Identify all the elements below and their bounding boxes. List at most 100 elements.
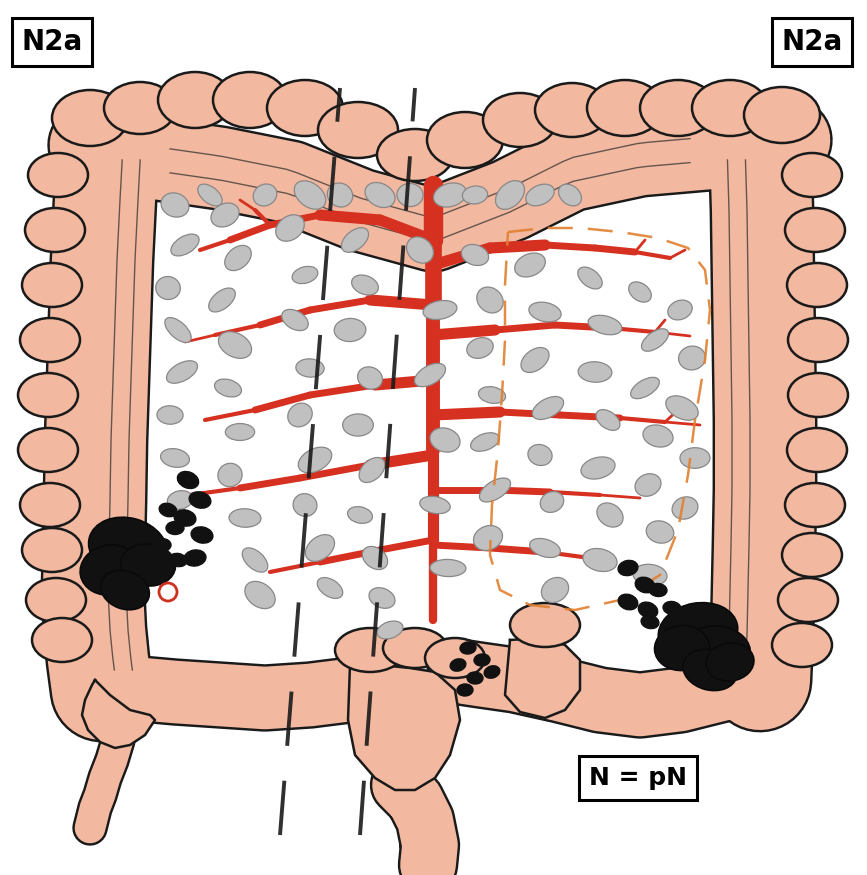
Ellipse shape [643, 425, 673, 447]
Ellipse shape [282, 310, 309, 331]
Ellipse shape [267, 80, 343, 136]
Ellipse shape [477, 287, 503, 313]
Text: N = pN: N = pN [589, 766, 687, 790]
Ellipse shape [630, 377, 660, 399]
Ellipse shape [618, 560, 638, 576]
Ellipse shape [692, 80, 768, 136]
Ellipse shape [460, 642, 476, 654]
Ellipse shape [342, 414, 374, 436]
Ellipse shape [318, 102, 398, 158]
Ellipse shape [496, 180, 525, 209]
Ellipse shape [510, 603, 580, 647]
Ellipse shape [293, 493, 317, 516]
Ellipse shape [430, 428, 460, 452]
Ellipse shape [18, 373, 78, 417]
Circle shape [159, 583, 177, 601]
Ellipse shape [213, 72, 287, 128]
Ellipse shape [397, 184, 423, 206]
Ellipse shape [191, 527, 213, 543]
Ellipse shape [101, 570, 149, 610]
Ellipse shape [296, 359, 324, 377]
Ellipse shape [672, 497, 698, 519]
Ellipse shape [785, 483, 845, 527]
Ellipse shape [52, 90, 128, 146]
Ellipse shape [461, 244, 489, 265]
Ellipse shape [88, 517, 167, 578]
Ellipse shape [666, 396, 698, 420]
Ellipse shape [668, 300, 692, 320]
Ellipse shape [788, 318, 848, 362]
Ellipse shape [352, 275, 378, 295]
Ellipse shape [635, 473, 661, 496]
Ellipse shape [618, 594, 638, 610]
Ellipse shape [214, 379, 242, 397]
Ellipse shape [683, 649, 737, 690]
Ellipse shape [158, 72, 232, 128]
Ellipse shape [515, 253, 545, 277]
Ellipse shape [153, 538, 171, 551]
Ellipse shape [679, 346, 706, 370]
Ellipse shape [686, 626, 750, 675]
Ellipse shape [577, 267, 603, 289]
Ellipse shape [244, 581, 275, 609]
Ellipse shape [479, 387, 505, 403]
Ellipse shape [377, 621, 403, 639]
Ellipse shape [174, 510, 196, 526]
Ellipse shape [633, 564, 667, 585]
Ellipse shape [787, 428, 847, 472]
Ellipse shape [211, 203, 239, 227]
Polygon shape [348, 665, 460, 790]
Ellipse shape [414, 363, 446, 387]
Ellipse shape [165, 318, 192, 342]
Ellipse shape [479, 478, 511, 502]
Ellipse shape [462, 186, 487, 204]
Ellipse shape [457, 684, 473, 696]
Ellipse shape [680, 448, 710, 468]
Ellipse shape [706, 643, 754, 681]
Ellipse shape [365, 183, 395, 207]
Ellipse shape [229, 508, 261, 528]
Ellipse shape [184, 550, 206, 566]
Ellipse shape [646, 521, 674, 543]
Ellipse shape [305, 535, 335, 562]
Ellipse shape [596, 503, 623, 527]
Ellipse shape [658, 603, 738, 662]
Ellipse shape [20, 318, 80, 362]
Ellipse shape [471, 433, 499, 452]
Ellipse shape [157, 406, 183, 424]
Ellipse shape [253, 184, 277, 206]
Ellipse shape [642, 329, 668, 351]
Ellipse shape [778, 578, 838, 622]
Ellipse shape [782, 533, 842, 577]
Ellipse shape [28, 153, 88, 197]
Ellipse shape [104, 82, 176, 134]
Ellipse shape [22, 263, 82, 307]
Ellipse shape [532, 396, 564, 419]
Ellipse shape [596, 410, 620, 430]
Ellipse shape [334, 318, 366, 341]
Ellipse shape [484, 666, 499, 678]
Ellipse shape [407, 237, 434, 263]
Ellipse shape [198, 184, 222, 206]
Ellipse shape [427, 112, 503, 168]
Ellipse shape [467, 672, 483, 684]
Ellipse shape [530, 538, 560, 557]
Ellipse shape [359, 458, 385, 482]
Ellipse shape [169, 553, 187, 567]
Ellipse shape [276, 214, 304, 242]
Ellipse shape [362, 547, 388, 570]
Ellipse shape [160, 449, 190, 467]
Ellipse shape [583, 549, 617, 571]
Ellipse shape [521, 347, 549, 373]
Text: N2a: N2a [781, 28, 843, 56]
Ellipse shape [525, 184, 554, 206]
Ellipse shape [529, 302, 561, 322]
Ellipse shape [225, 245, 251, 270]
Ellipse shape [225, 424, 255, 440]
Ellipse shape [430, 559, 466, 577]
Ellipse shape [335, 628, 405, 672]
Ellipse shape [242, 548, 268, 572]
Ellipse shape [578, 361, 612, 382]
Ellipse shape [317, 578, 342, 598]
Ellipse shape [166, 522, 184, 535]
